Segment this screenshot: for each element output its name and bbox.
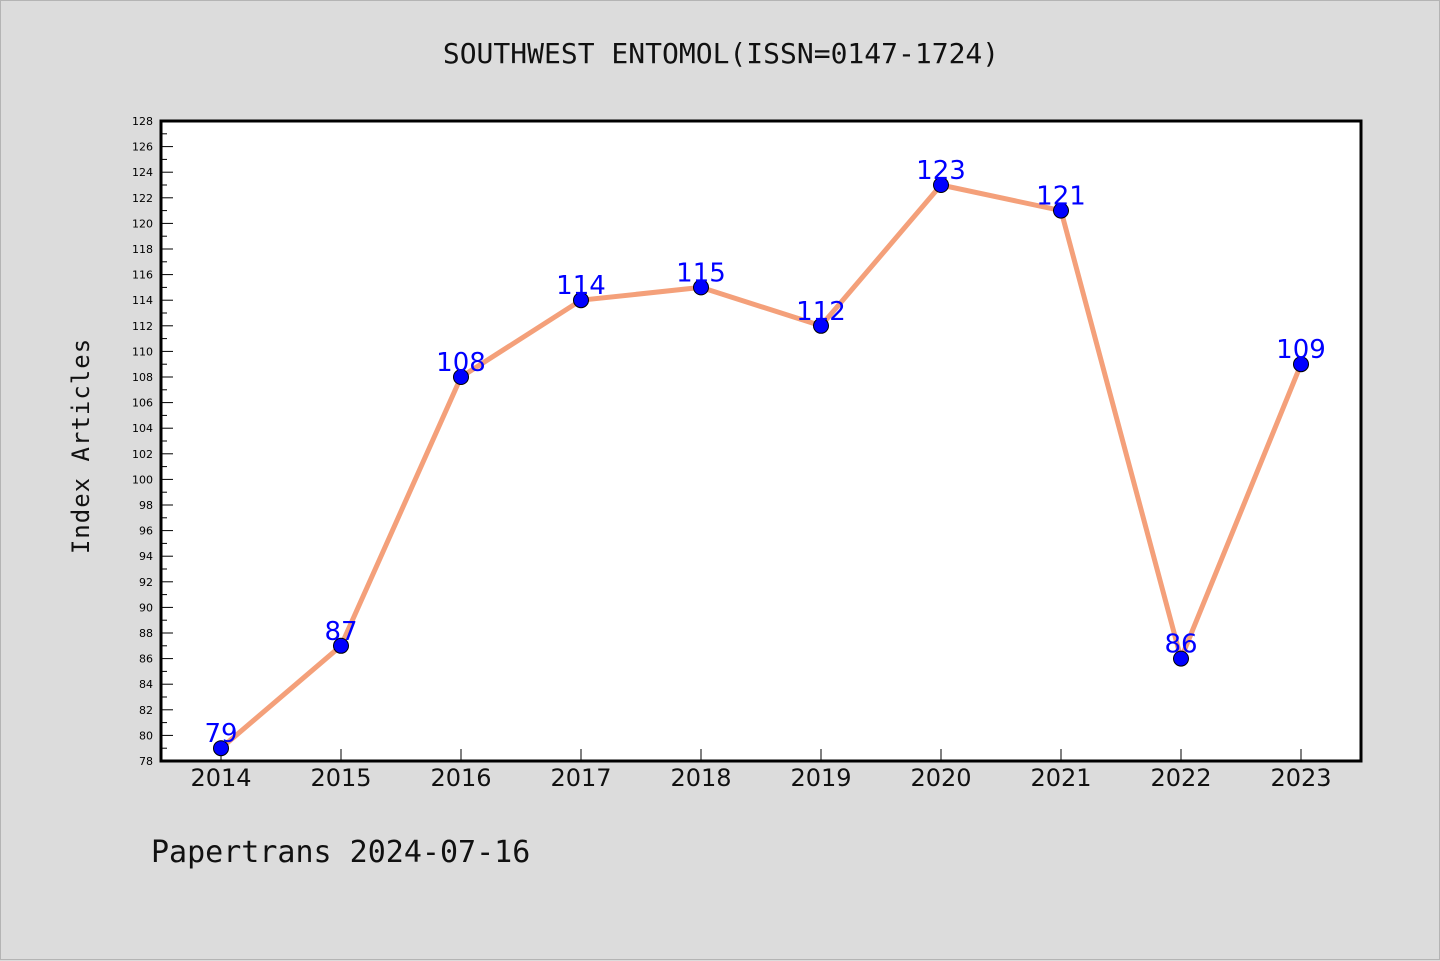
y-tick-label: 86 (139, 653, 153, 666)
x-tick-label: 2020 (910, 764, 971, 792)
y-tick-label: 114 (132, 294, 153, 307)
y-tick-label: 120 (132, 217, 153, 230)
y-tick-label: 100 (132, 473, 153, 486)
footer-text: Papertrans 2024-07-16 (151, 835, 531, 870)
data-point (693, 279, 709, 296)
plot-area (159, 119, 1363, 763)
data-label: 114 (556, 271, 606, 301)
y-tick-label: 116 (132, 269, 153, 282)
x-tick-label: 2014 (190, 764, 251, 792)
x-tick-label: 2022 (1150, 764, 1211, 792)
data-label: 121 (1036, 182, 1086, 212)
y-tick-label: 102 (132, 448, 153, 461)
x-tick-label: 2018 (670, 764, 731, 792)
data-point (933, 177, 949, 193)
series-group: 79 87 108 114 115 112 123 121 86 109 (204, 156, 1326, 757)
data-point (453, 369, 469, 385)
data-point (1173, 650, 1189, 667)
y-tick-label: 122 (132, 192, 153, 205)
x-tick-label: 2017 (550, 764, 611, 792)
x-tick-label: 2016 (430, 764, 491, 792)
data-label: 108 (436, 348, 486, 378)
data-point (213, 740, 229, 757)
y-tick-label: 90 (139, 601, 153, 614)
y-tick-label: 94 (139, 550, 153, 563)
data-label: 123 (916, 156, 966, 186)
data-point (813, 317, 829, 334)
data-label: 86 (1164, 630, 1197, 660)
y-tick-label: 98 (139, 499, 153, 512)
x-tick-label: 2015 (310, 764, 371, 792)
y-tick-label: 104 (132, 422, 153, 435)
y-tick-label: 80 (139, 729, 153, 742)
data-point (333, 637, 349, 654)
y-tick-label: 92 (139, 576, 153, 589)
data-label: 79 (204, 719, 237, 749)
data-label: 112 (796, 297, 846, 327)
y-tick-label: 96 (139, 525, 153, 538)
data-label: 87 (324, 617, 357, 647)
y-tick-label: 82 (139, 704, 153, 717)
data-label: 115 (676, 258, 726, 288)
y-axis-ticks: 78 80 82 84 86 88 90 92 94 96 98 100 102 104 106 108 110… (132, 115, 173, 768)
data-point (573, 292, 589, 309)
y-tick-label: 126 (132, 141, 153, 154)
y-tick-label: 84 (139, 678, 153, 691)
data-label: 109 (1276, 335, 1326, 365)
chart-title: SOUTHWEST ENTOMOL(ISSN=0147-1724) (442, 37, 1000, 70)
data-point (1293, 356, 1309, 373)
y-tick-label: 108 (132, 371, 153, 384)
y-tick-label: 106 (132, 397, 153, 410)
x-tick-label: 2019 (790, 764, 851, 792)
series-line (219, 182, 1304, 751)
y-tick-label: 124 (132, 166, 153, 179)
data-point (1053, 202, 1069, 219)
y-tick-label: 110 (132, 345, 153, 358)
x-tick-label: 2021 (1030, 764, 1091, 792)
y-tick-label: 112 (132, 320, 153, 333)
x-tick-label: 2023 (1270, 764, 1331, 792)
y-tick-label: 88 (139, 627, 153, 640)
y-tick-label: 128 (132, 115, 153, 128)
y-tick-label: 118 (132, 243, 153, 256)
y-tick-label: 78 (139, 755, 153, 768)
x-axis-ticks: 2014 2015 2016 2017 2018 2019 2020 2021 2022 2023 (190, 749, 1332, 792)
